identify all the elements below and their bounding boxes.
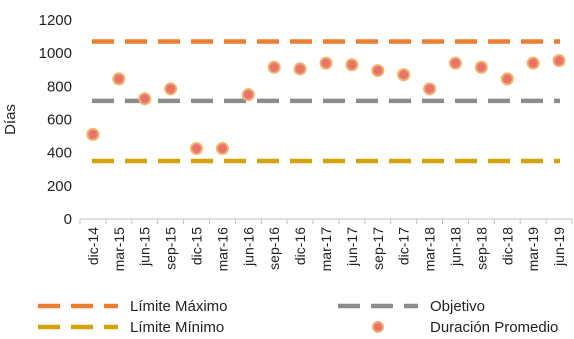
- legend-item: Duración Promedio: [372, 319, 558, 336]
- data-point: [138, 92, 152, 106]
- data-point: [474, 60, 488, 74]
- data-point: [371, 64, 385, 78]
- data-point: [112, 72, 126, 86]
- x-tick-label: mar-16: [214, 227, 230, 272]
- x-tick-label: mar-15: [111, 227, 127, 272]
- legend-label: Duración Promedio: [430, 319, 558, 336]
- data-point: [293, 62, 307, 76]
- y-tick-label: 200: [47, 178, 72, 195]
- y-tick-label: 1000: [39, 45, 72, 62]
- x-tick-label: dic-15: [189, 227, 205, 265]
- y-tick-label: 0: [64, 211, 72, 228]
- data-point: [423, 82, 437, 96]
- data-points: [86, 54, 566, 156]
- x-tick-label: jun-19: [551, 227, 567, 267]
- data-point: [319, 56, 333, 70]
- x-tick-label: dic-14: [85, 227, 101, 265]
- x-tick-label: sep-15: [163, 227, 179, 270]
- data-point: [500, 72, 514, 86]
- x-tick-label: sep-17: [370, 227, 386, 270]
- legend-label: Límite Mínimo: [130, 319, 224, 336]
- axes: Días 0 200 400 600 800 1000 1200 dic-14 mar-15 jun…: [2, 12, 573, 272]
- x-tick-label: jun-17: [344, 227, 360, 267]
- legend: Límite Máximo Objetivo Límite Mínimo Duraci…: [38, 298, 558, 336]
- limit-lines: [92, 39, 560, 164]
- data-point: [164, 82, 178, 96]
- x-tick-label: jun-16: [240, 227, 256, 267]
- legend-label: Límite Máximo: [130, 298, 228, 315]
- data-point: [190, 142, 204, 156]
- x-tick-label: mar-17: [318, 227, 334, 272]
- y-axis-label: Días: [2, 104, 19, 135]
- data-point: [552, 54, 566, 68]
- y-tick-label: 600: [47, 112, 72, 129]
- data-point: [86, 127, 100, 141]
- data-point: [345, 58, 359, 72]
- x-tick-label: sep-16: [266, 227, 282, 270]
- data-point: [526, 56, 540, 70]
- legend-item: Límite Máximo: [38, 298, 228, 315]
- x-tick-label: sep-18: [473, 227, 489, 270]
- legend-swatch: [372, 321, 384, 333]
- x-tick-label: dic-16: [292, 227, 308, 265]
- data-point: [267, 60, 281, 74]
- y-tick-label: 400: [47, 145, 72, 162]
- legend-item: Objetivo: [338, 298, 485, 315]
- x-tick-label: jun-15: [137, 227, 153, 267]
- data-point: [241, 88, 255, 102]
- y-tick-label: 800: [47, 78, 72, 95]
- x-tick-label: mar-19: [525, 227, 541, 272]
- x-tick-label: dic-17: [396, 227, 412, 265]
- legend-item: Límite Mínimo: [38, 319, 224, 336]
- x-tick-label: dic-18: [499, 227, 515, 265]
- legend-label: Objetivo: [430, 298, 485, 315]
- data-point: [448, 56, 462, 70]
- x-tick-label: mar-18: [422, 227, 438, 272]
- data-point: [397, 68, 411, 82]
- data-point: [215, 142, 229, 156]
- y-tick-label: 1200: [39, 12, 72, 29]
- x-tick-label: jun-18: [447, 227, 463, 267]
